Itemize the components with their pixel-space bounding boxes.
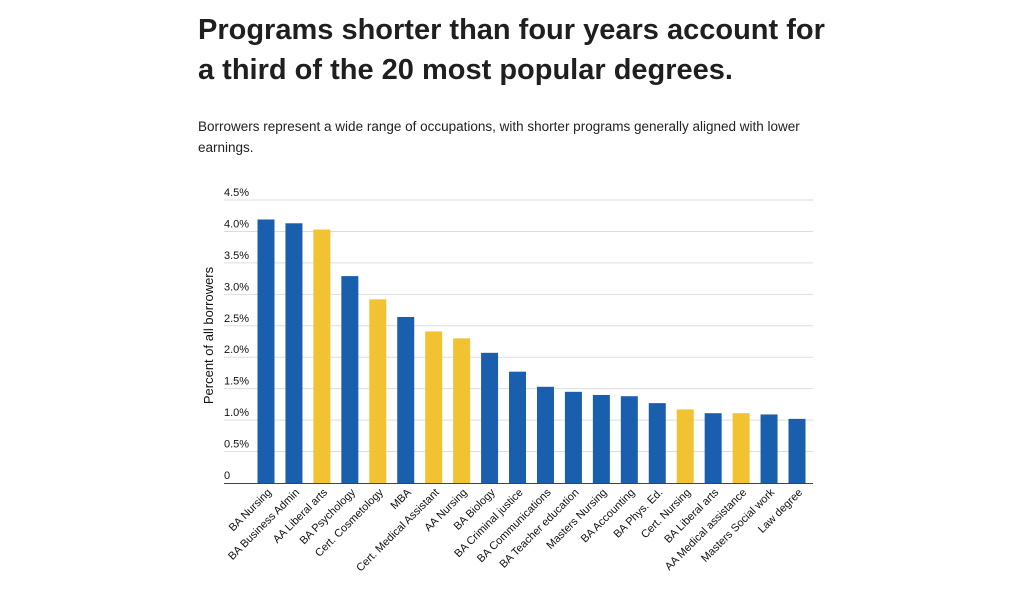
bar — [620, 396, 638, 483]
y-tick-label: 4.0% — [224, 218, 249, 230]
y-tick-label: 2.5% — [224, 313, 249, 325]
bar — [732, 413, 750, 483]
bar — [509, 371, 527, 483]
bar — [704, 413, 722, 483]
y-axis-title: Percent of all borrowers — [201, 266, 216, 404]
bar — [369, 299, 387, 483]
y-tick-label: 0 — [224, 470, 230, 482]
bar — [564, 391, 582, 483]
bar — [425, 331, 443, 483]
x-tick-label: MBA — [389, 486, 415, 512]
bar — [676, 409, 694, 483]
bar — [341, 276, 359, 483]
y-tick-label: 3.0% — [224, 281, 249, 293]
chart-subtitle: Borrowers represent a wide range of occu… — [198, 119, 800, 155]
bars — [257, 219, 806, 484]
bar — [285, 223, 303, 483]
y-tick-label: 4.5% — [224, 187, 249, 199]
y-axis-ticks: 0 0.5% 1.0% 1.5% 2.0% 2.5% 3.0% 3.5% 4.0% 4.5% — [224, 187, 249, 482]
y-tick-label: 1.0% — [224, 407, 249, 419]
y-tick-label: 2.0% — [224, 344, 249, 356]
y-tick-label: 3.5% — [224, 250, 249, 262]
bar — [788, 418, 806, 483]
bar — [760, 414, 778, 483]
bar — [453, 338, 471, 483]
bar — [592, 394, 610, 483]
y-tick-label: 1.5% — [224, 376, 249, 388]
chart-title: Programs shorter than four years account… — [198, 14, 825, 86]
bar — [536, 386, 554, 483]
bar — [397, 316, 415, 483]
bar — [481, 352, 499, 483]
bar — [648, 403, 666, 483]
y-tick-label: 0.5% — [224, 439, 249, 451]
bar — [313, 229, 331, 483]
bar — [257, 219, 275, 484]
